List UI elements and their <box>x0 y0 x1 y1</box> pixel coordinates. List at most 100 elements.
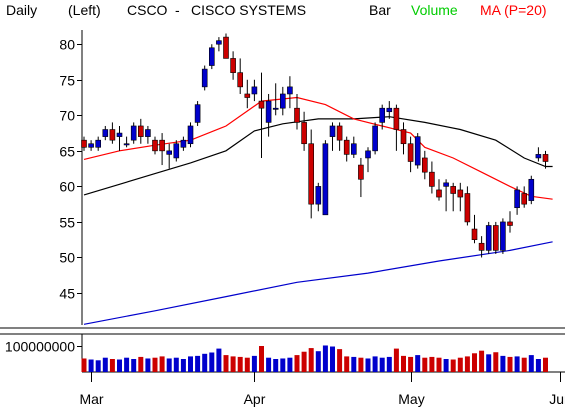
y-tick-label: 80 <box>59 37 75 53</box>
volume-tick-label: 100000000 <box>5 339 75 355</box>
candle-body-down <box>492 225 499 251</box>
volume-bar <box>202 353 208 372</box>
candlestick <box>123 136 130 148</box>
candle-body-up <box>414 136 421 166</box>
candlestick <box>492 221 499 254</box>
candle-body-down <box>507 221 513 226</box>
candlestick <box>130 122 137 144</box>
candle-body-down <box>471 228 478 240</box>
candle-body-up <box>201 68 208 88</box>
volume-bar <box>95 360 101 372</box>
candle-body-down <box>393 107 400 130</box>
candlestick <box>88 140 94 151</box>
candlestick <box>350 136 357 158</box>
volume-bar <box>365 358 371 372</box>
candle-body-up <box>95 139 101 148</box>
candle-body-up <box>180 139 187 148</box>
candle-body-up <box>272 107 279 110</box>
period-label: Daily <box>6 2 38 18</box>
candle-body-down <box>294 107 300 123</box>
volume-bar <box>443 359 449 372</box>
x-tick-label: May <box>398 391 424 407</box>
candle-body-down <box>138 125 144 137</box>
y-tick-label: 45 <box>59 286 75 302</box>
candle-body-down <box>457 189 464 198</box>
candle-body-down <box>400 129 407 145</box>
volume-bar <box>159 356 165 372</box>
candle-body-down <box>429 171 435 187</box>
ma200-line <box>83 241 553 325</box>
candle-body-up <box>194 104 201 123</box>
y-tick-label: 75 <box>59 73 75 89</box>
volume-bar <box>322 345 328 372</box>
candlestick <box>507 211 513 233</box>
volume-bar <box>429 356 435 372</box>
candlestick <box>258 72 265 158</box>
volume-bar <box>514 356 520 372</box>
volume-bar <box>493 352 499 372</box>
volume-bar <box>535 359 541 372</box>
volume-bar <box>102 357 108 372</box>
candlestick <box>407 136 414 173</box>
candle-body-down <box>336 125 343 141</box>
candlestick <box>485 221 492 254</box>
volume-bar <box>330 346 335 372</box>
ticker-separator: - <box>175 2 180 18</box>
candle-body-up <box>535 154 542 159</box>
volume-bar <box>109 359 115 372</box>
candle-body-up <box>379 107 386 123</box>
volume-bar <box>301 351 307 372</box>
volume-bar <box>216 348 222 372</box>
volume-bar <box>131 359 137 372</box>
volume-bar <box>500 355 506 372</box>
volume-bar <box>315 351 321 372</box>
candlestick <box>81 136 87 151</box>
candlestick <box>542 150 549 169</box>
ma50-line <box>83 116 553 196</box>
volume-bar <box>287 357 293 372</box>
ticker-symbol: CSCO <box>127 2 168 18</box>
candle-body-up <box>287 86 293 95</box>
volume-bar <box>294 355 300 372</box>
candlestick <box>166 143 172 169</box>
candle-body-down <box>464 193 471 223</box>
volume-bar <box>457 357 463 372</box>
candle-body-down <box>109 129 116 141</box>
candle-body-up <box>500 221 506 251</box>
volume-bar <box>422 357 428 372</box>
y-tick-label: 55 <box>59 215 75 231</box>
candlestick <box>102 125 109 141</box>
volume-bar <box>230 356 236 372</box>
volume-bar <box>507 356 513 372</box>
candle-body-down <box>159 139 165 152</box>
volume-bar <box>372 356 378 372</box>
y-tick-label: 65 <box>59 144 75 160</box>
candle-body-down <box>358 164 364 180</box>
candlestick <box>365 147 371 173</box>
candle-body-down <box>436 189 442 198</box>
volume-bar <box>464 356 470 372</box>
volume-bar <box>543 357 548 372</box>
volume-bar <box>351 356 357 372</box>
volume-bar <box>195 355 201 372</box>
volume-bar <box>479 350 485 372</box>
candle-body-up <box>102 129 109 137</box>
volume-bar <box>408 356 414 372</box>
candle-body-up <box>123 143 130 146</box>
candlestick <box>429 161 435 194</box>
candlestick <box>414 133 421 169</box>
candlestick <box>336 122 343 151</box>
volume-bar <box>124 357 130 372</box>
volume-bar <box>450 359 456 372</box>
candlestick <box>138 118 144 144</box>
volume-bar <box>393 348 399 372</box>
candlestick <box>471 214 478 244</box>
candle-body-up <box>279 93 286 109</box>
candlestick <box>443 179 449 212</box>
candle-body-up <box>485 225 492 251</box>
volume-bar <box>528 355 534 372</box>
candlestick <box>521 186 528 208</box>
candlestick <box>322 140 329 216</box>
volume-bar <box>472 353 477 372</box>
y-tick-label: 50 <box>59 250 75 266</box>
